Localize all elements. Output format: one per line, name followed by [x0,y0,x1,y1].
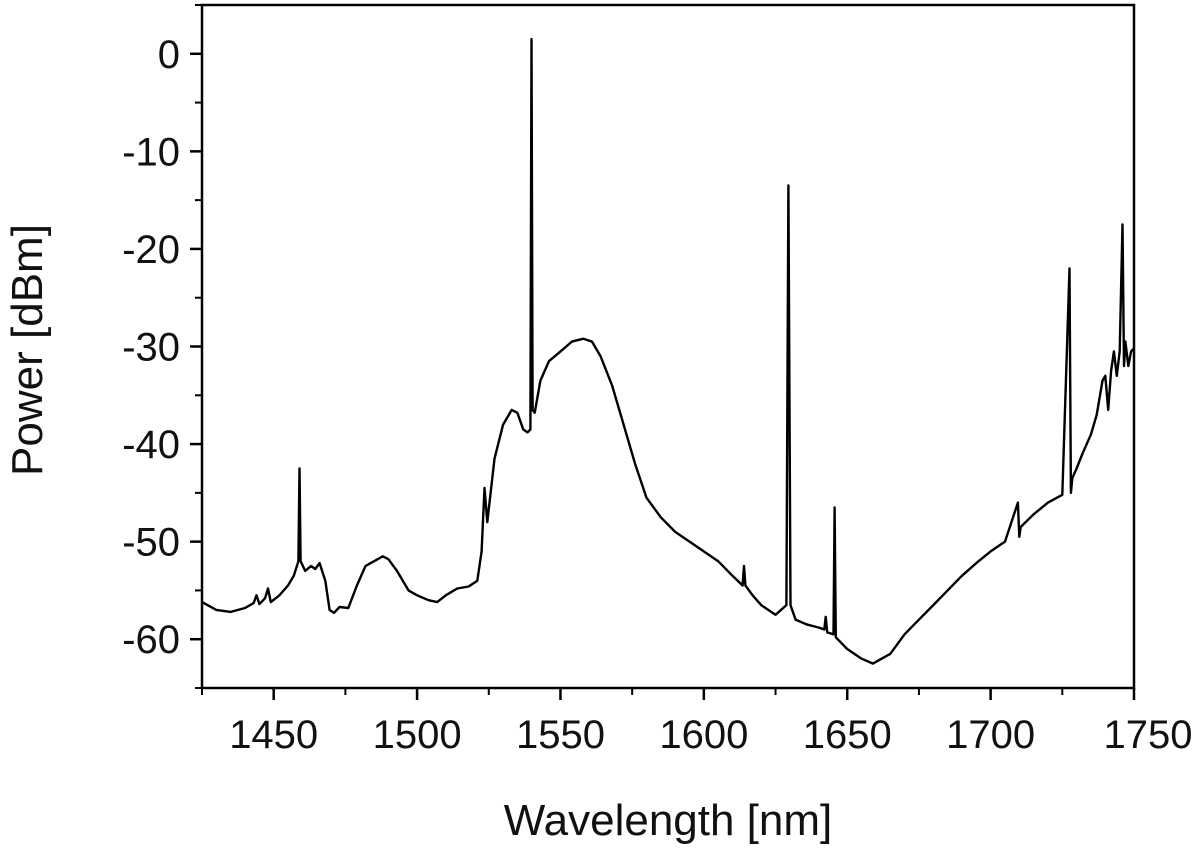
x-axis-title: Wavelength [nm] [504,796,833,845]
x-tick-label: 1550 [516,713,605,757]
y-axis-title: Power [dBm] [3,224,52,476]
y-tick-label: -60 [122,618,180,662]
x-tick-label: 1750 [1104,713,1193,757]
x-tick-label: 1500 [373,713,462,757]
series-line [201,37,1135,665]
x-tick-label: 1600 [659,713,748,757]
y-tick-label: -10 [122,130,180,174]
x-tick-label: 1450 [229,713,318,757]
y-tick-label: -20 [122,228,180,272]
y-tick-label: -40 [122,423,180,467]
x-tick-label: 1700 [946,713,1035,757]
y-tick-label: 0 [158,33,180,77]
y-tick-label: -30 [122,326,180,370]
y-tick-label: -50 [122,521,180,565]
y-axis-ticks: 0 -10 -20 -30 -40 -50 -60 [122,4,202,689]
x-tick-label: 1650 [803,713,892,757]
x-axis-ticks: 1450 1500 1550 1600 1650 1700 1750 [201,688,1193,757]
plot-frame [200,3,1136,690]
